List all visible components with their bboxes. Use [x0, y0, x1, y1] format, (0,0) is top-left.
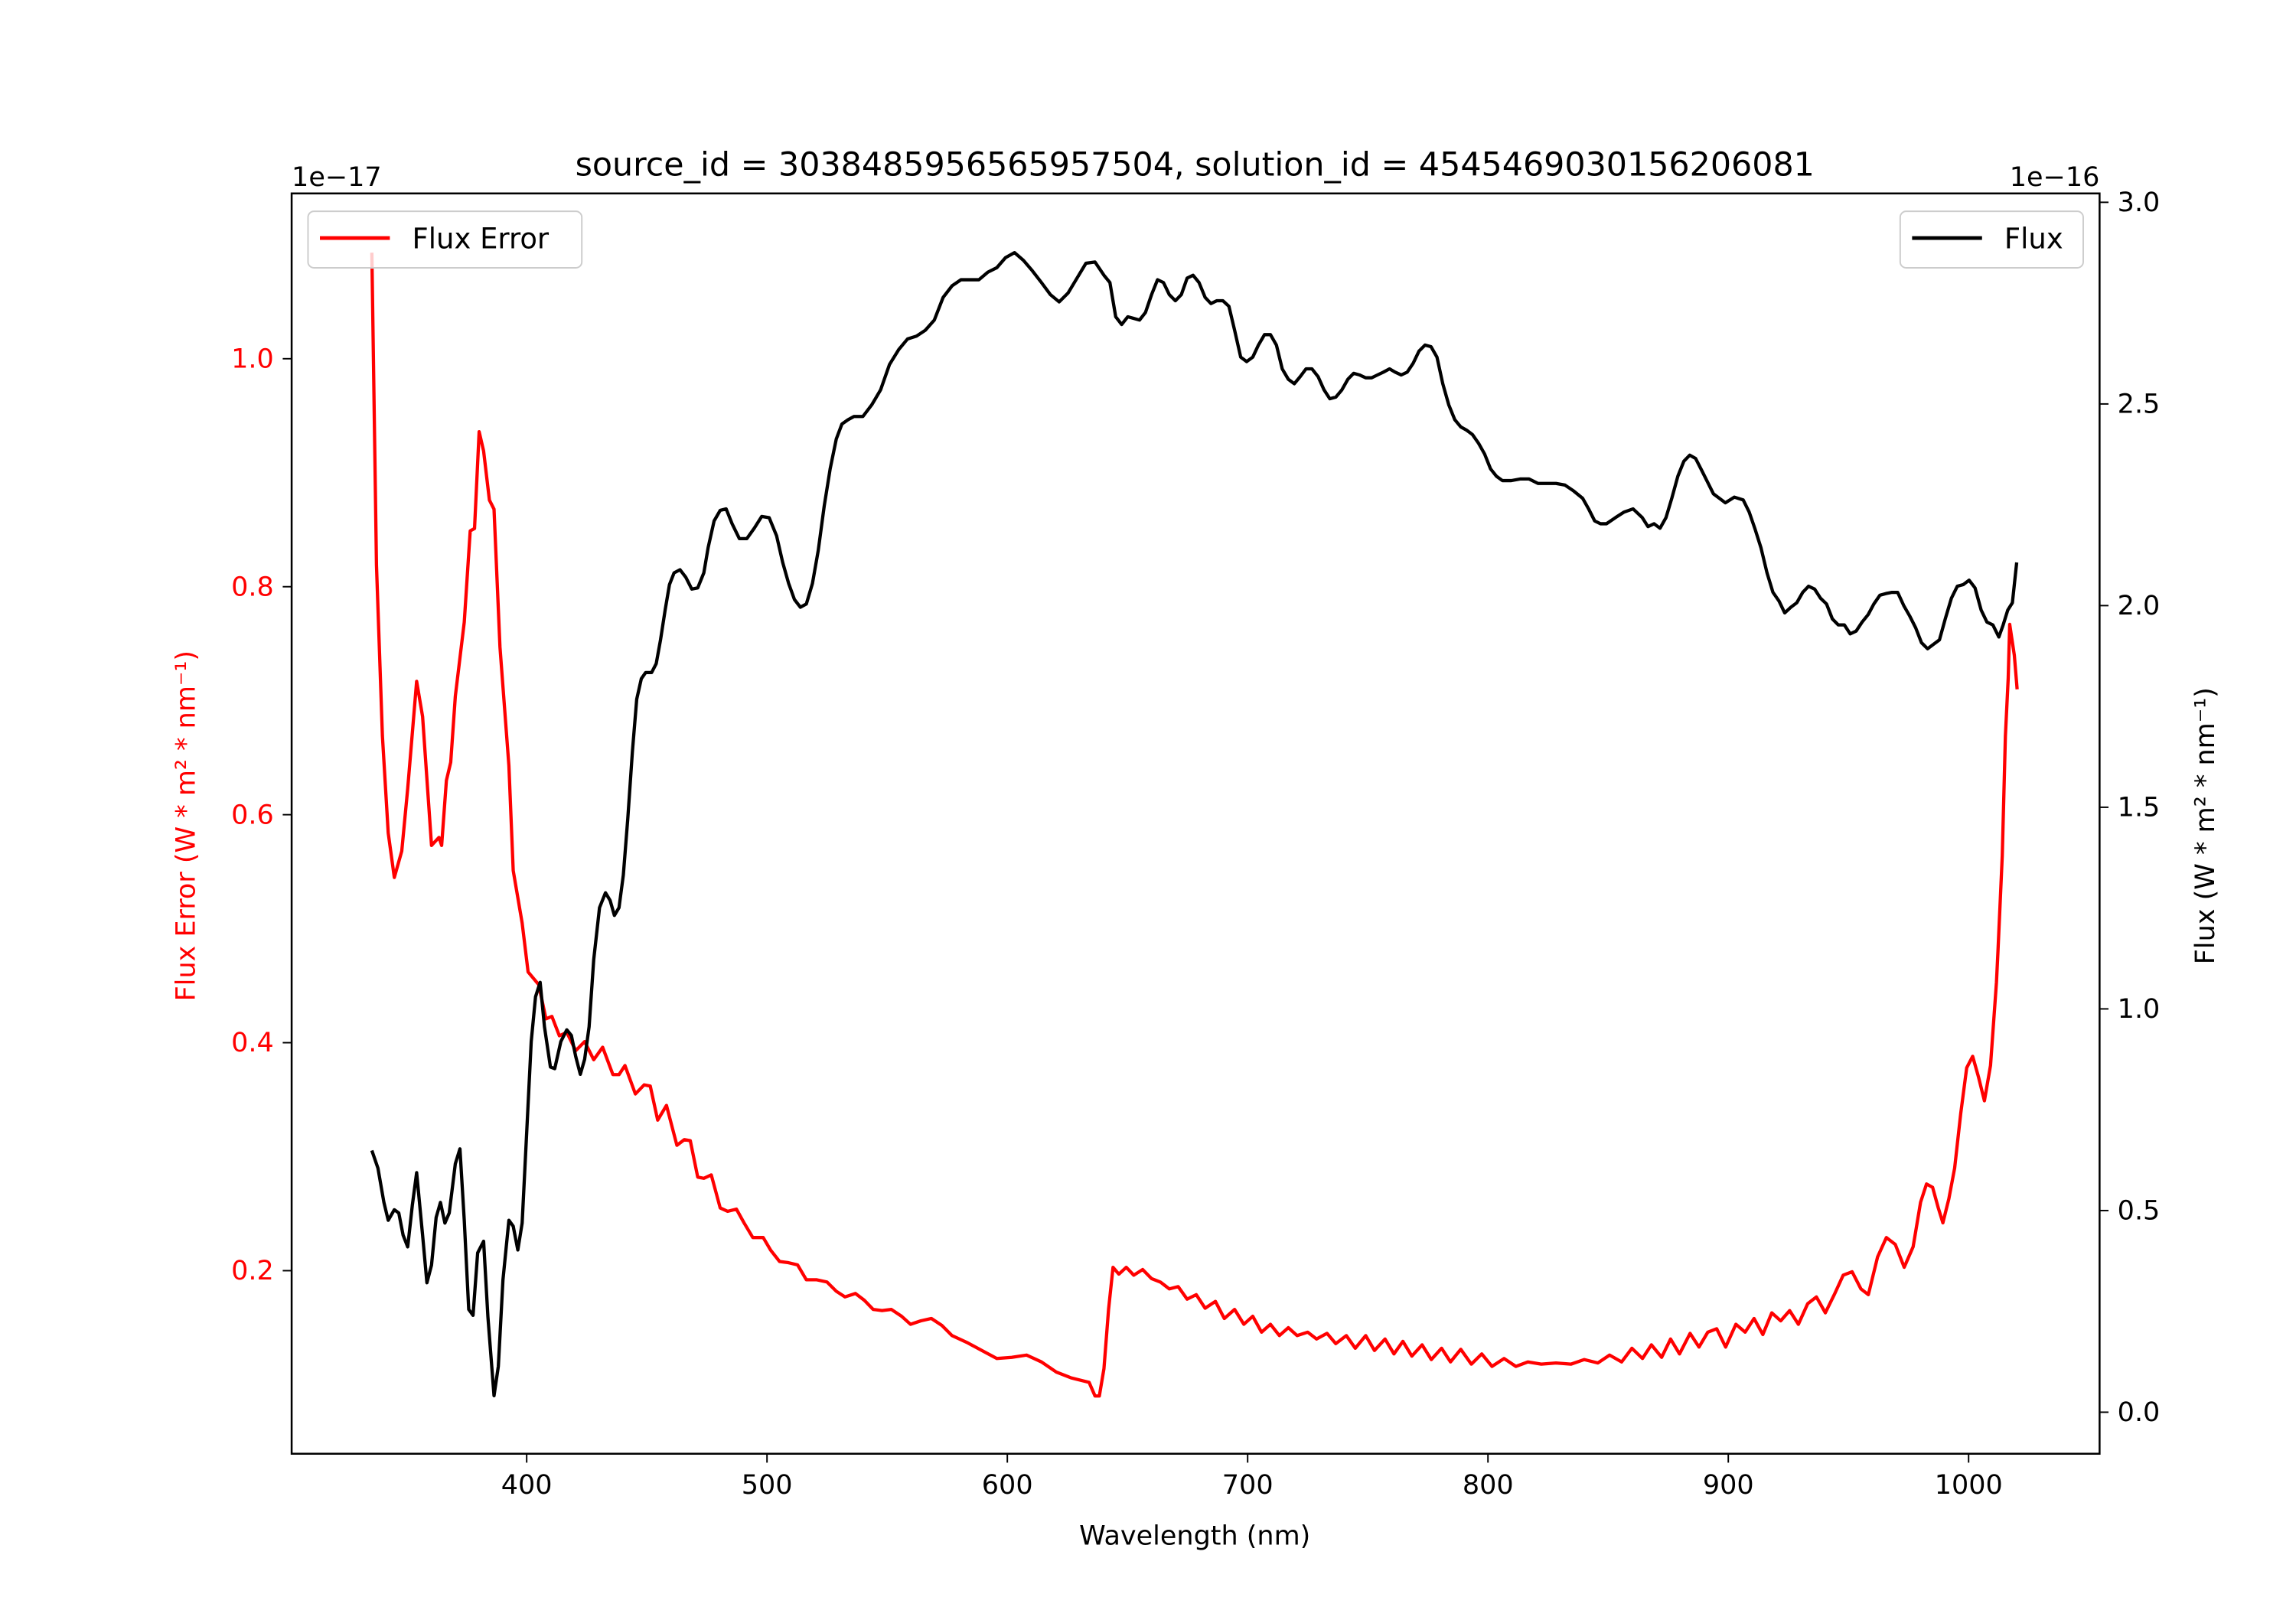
- chart-title: source_id = 3038485956565957504, solutio…: [576, 145, 1815, 184]
- left-y-axis-label: Flux Error (W * m² * nm⁻¹): [171, 650, 202, 1001]
- x-tick-label: 600: [982, 1470, 1033, 1501]
- right-y-tick-label: 2.0: [2118, 591, 2161, 621]
- right-y-axis-label: Flux (W * m² * nm⁻¹): [2190, 687, 2221, 964]
- right-axis-offset: 1e−16: [2010, 162, 2100, 193]
- left-y-tick-label: 0.8: [231, 572, 274, 602]
- x-axis-label: Wavelength (nm): [1079, 1521, 1310, 1551]
- right-y-tick-label: 2.5: [2118, 390, 2161, 420]
- left-y-tick-label: 1.0: [231, 344, 274, 374]
- right-y-tick-label: 0.0: [2118, 1397, 2161, 1428]
- plot-frame: [290, 192, 2101, 1455]
- x-tick-label: 900: [1703, 1470, 1754, 1501]
- legend-label-flux-error: Flux Error: [413, 223, 550, 256]
- x-tick-label: 800: [1463, 1470, 1514, 1501]
- x-tick-label: 700: [1222, 1470, 1274, 1501]
- series-line-flux: [370, 251, 2019, 1398]
- x-tick-label: 1000: [1935, 1470, 2003, 1501]
- legend-flux: Flux: [1899, 210, 2084, 269]
- left-y-tick-label: 0.2: [231, 1256, 274, 1286]
- x-tick-label: 500: [742, 1470, 793, 1501]
- legend-label-flux: Flux: [2004, 223, 2063, 256]
- left-axis-offset: 1e−17: [292, 162, 382, 193]
- right-y-tick-label: 1.5: [2118, 793, 2161, 823]
- right-y-tick-label: 0.5: [2118, 1196, 2161, 1227]
- left-y-tick-label: 0.6: [231, 800, 274, 830]
- right-y-tick-label: 3.0: [2118, 187, 2161, 218]
- x-tick-label: 400: [501, 1470, 553, 1501]
- series-line-flux-error: [370, 253, 2019, 1398]
- legend-flux-error: Flux Error: [307, 210, 583, 269]
- right-y-tick-label: 1.0: [2118, 994, 2161, 1025]
- left-y-tick-label: 0.4: [231, 1028, 274, 1058]
